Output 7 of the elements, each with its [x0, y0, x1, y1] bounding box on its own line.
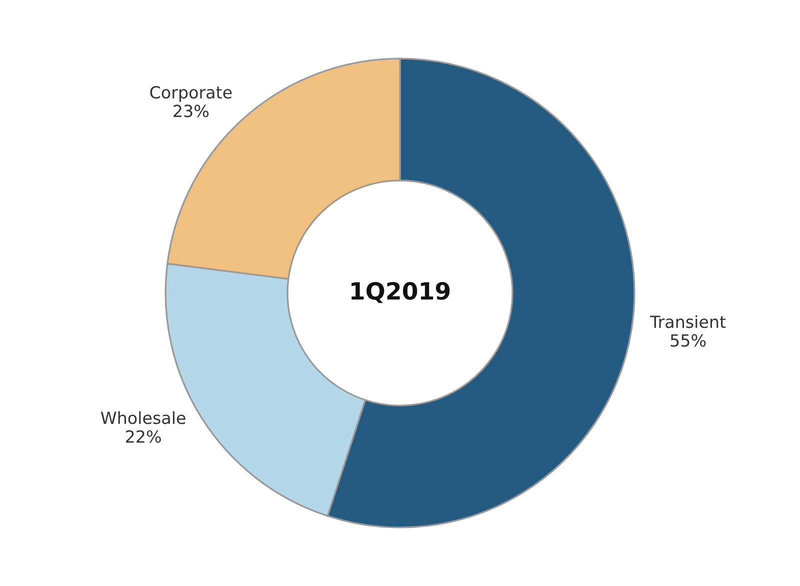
slice-label: Transient: [650, 315, 726, 328]
data-label: 55%: [670, 334, 706, 347]
data-label: 22%: [126, 430, 161, 443]
slice-label: Wholesale: [100, 411, 186, 424]
text: 1Q2019: [352, 282, 450, 303]
data-label: 23%: [174, 104, 209, 118]
slice-label: Corporate: [150, 86, 232, 102]
